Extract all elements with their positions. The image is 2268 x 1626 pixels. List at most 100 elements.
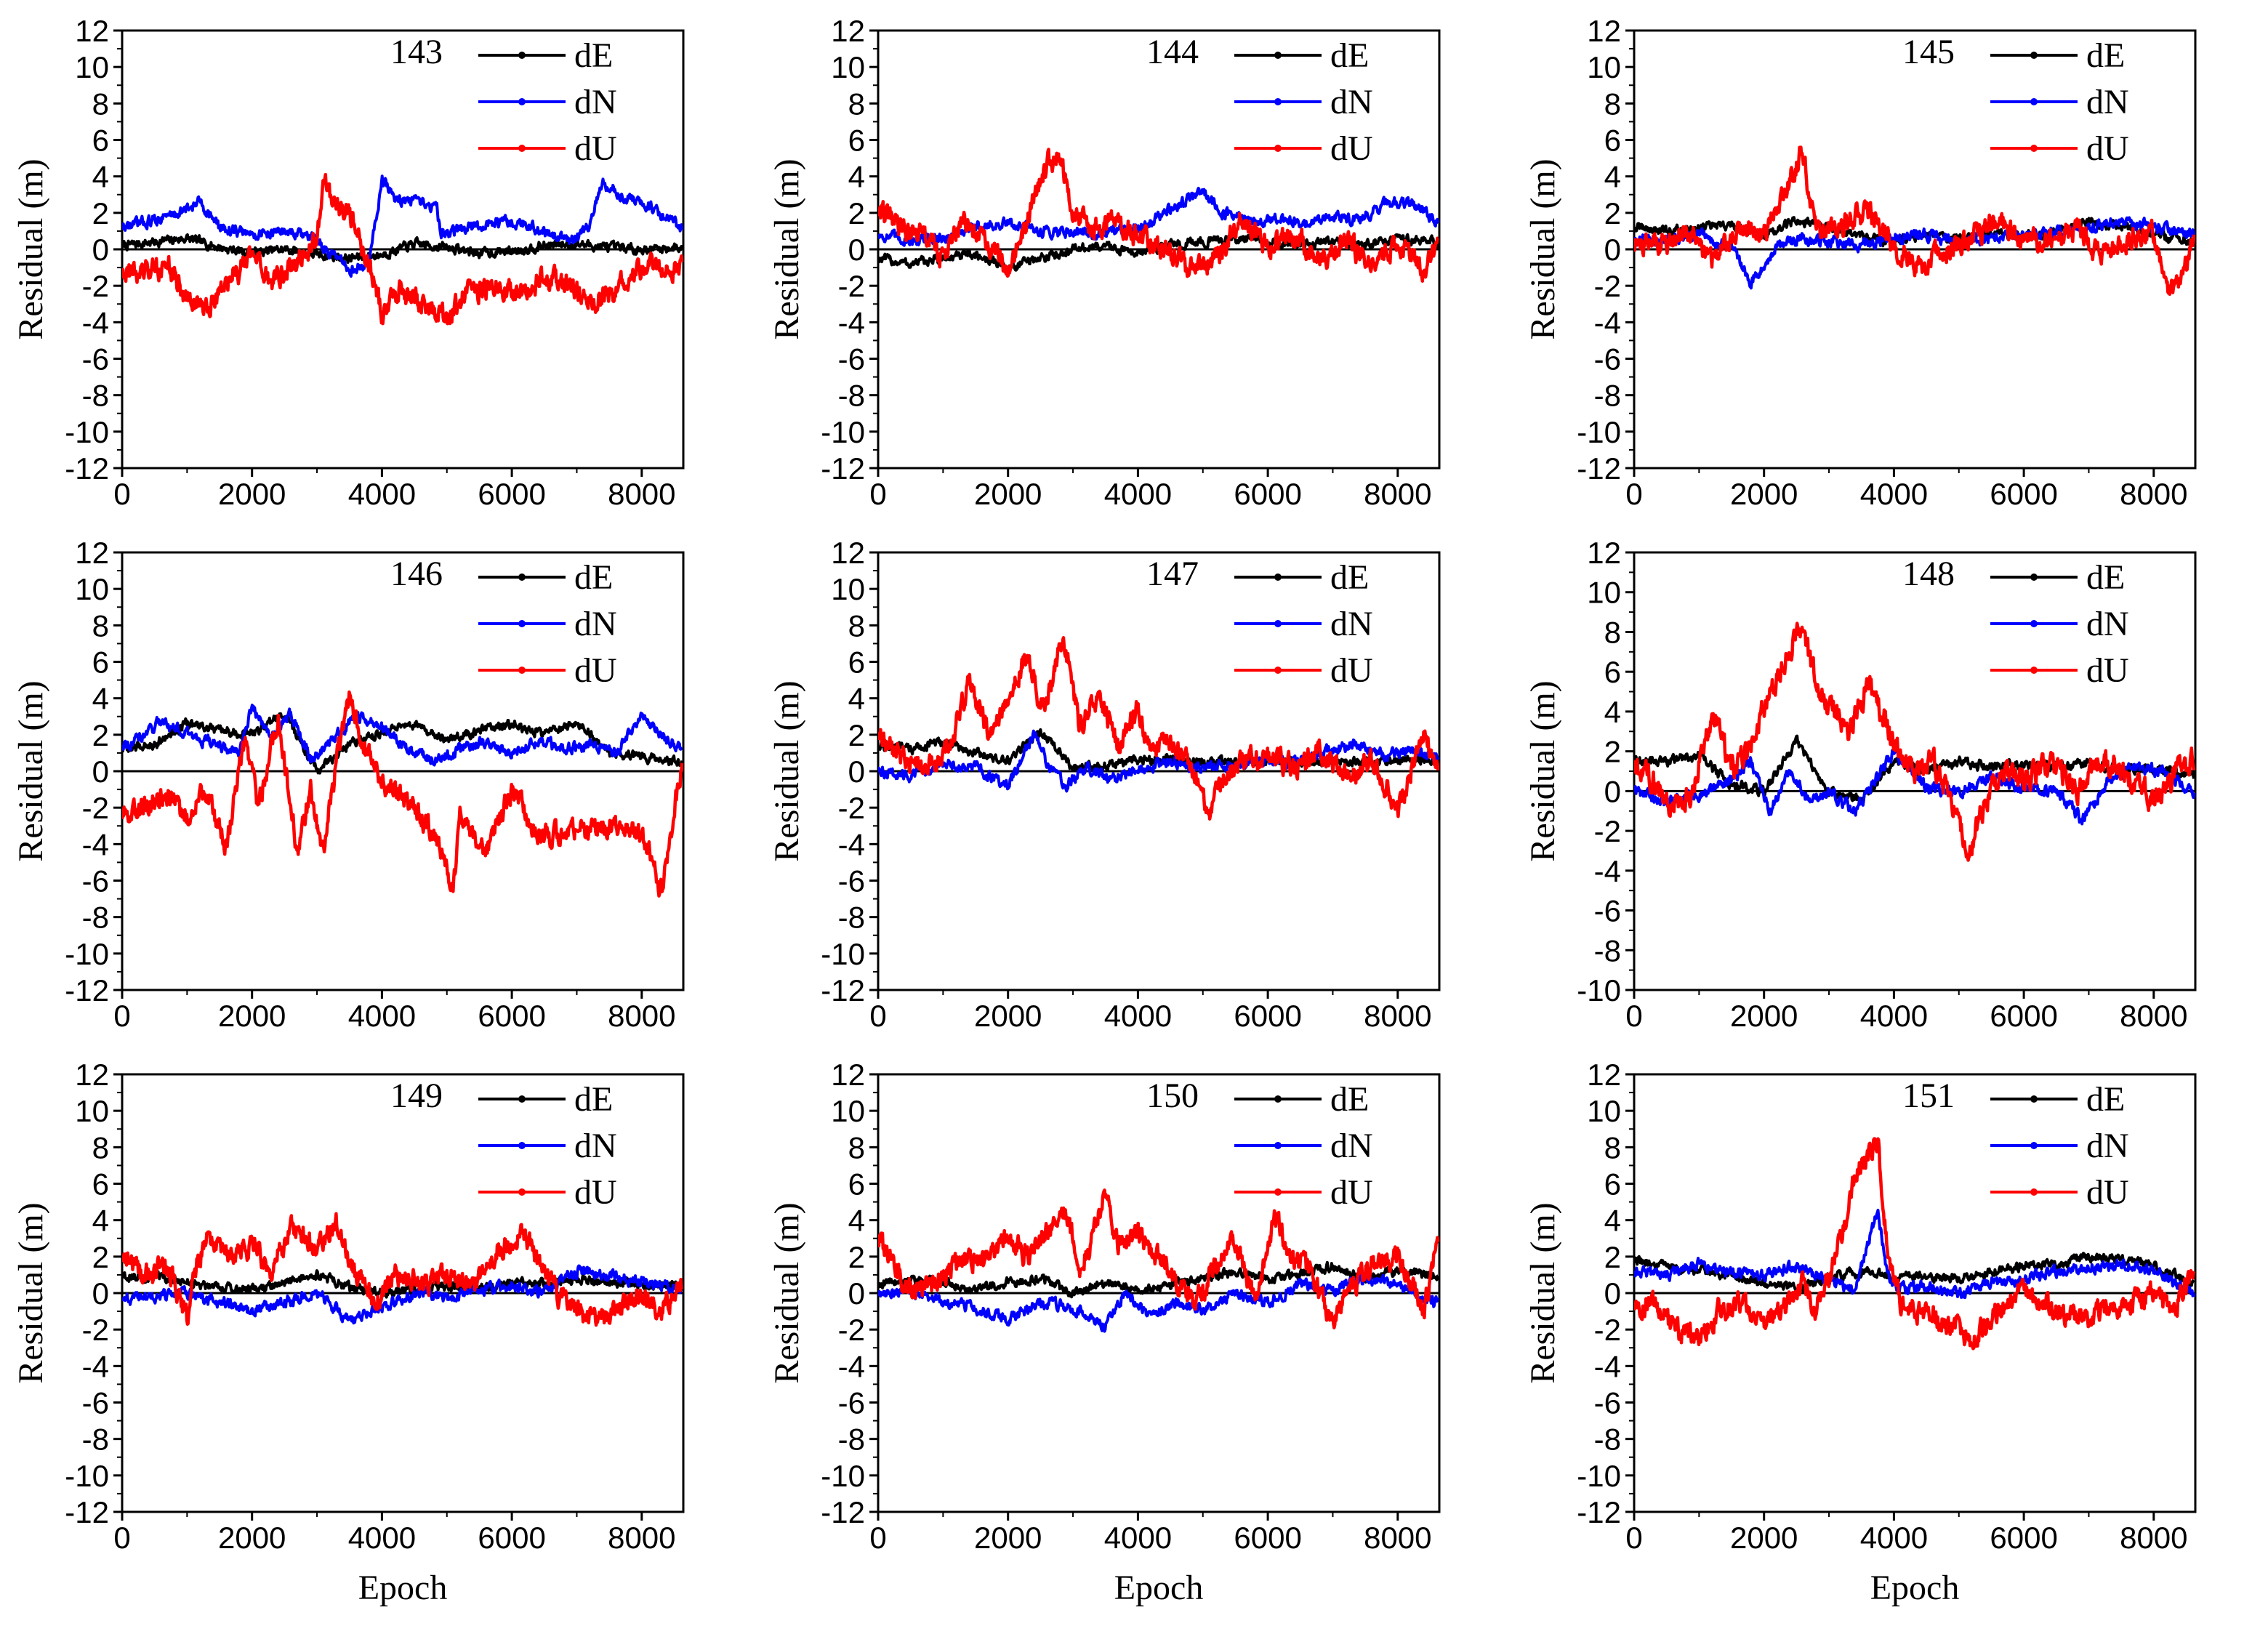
y-tick-label: 4 [1604, 1204, 1621, 1238]
legend-marker-dE [2030, 52, 2038, 59]
series-line-dE [122, 1269, 683, 1299]
legend-marker-dU [2030, 667, 2038, 674]
legend-label-dU: dU [2086, 651, 2129, 690]
x-tick-label: 4000 [348, 477, 416, 511]
x-tick-label: 4000 [1104, 1521, 1172, 1555]
legend-marker-dE [1274, 52, 1282, 59]
y-tick-label: -8 [82, 379, 109, 413]
y-tick-label: 12 [831, 536, 865, 570]
legend-marker-dN [518, 98, 526, 105]
legend-marker-dU [518, 667, 526, 674]
y-tick-label: -4 [82, 1349, 109, 1383]
legend-marker-dN [1274, 98, 1282, 105]
y-tick-label: -6 [82, 342, 109, 377]
x-tick-label: 8000 [2120, 477, 2187, 511]
x-tick-label: 2000 [974, 1521, 1042, 1555]
y-axis-label: Residual (m) [768, 1202, 806, 1383]
x-tick-label: 2000 [1730, 999, 1798, 1033]
y-tick-label: -8 [1594, 933, 1621, 967]
y-axis-label: Residual (m) [768, 158, 806, 339]
x-tick-label: 4000 [1860, 477, 1928, 511]
y-tick-label: 8 [92, 608, 109, 643]
y-tick-label: -10 [821, 1459, 865, 1493]
y-tick-label: -2 [838, 1313, 865, 1347]
y-tick-label: -10 [821, 415, 865, 449]
y-tick-label: 12 [75, 14, 109, 48]
y-tick-label: 10 [75, 572, 109, 606]
y-tick-label: -4 [838, 827, 865, 861]
y-axis-label: Residual (m) [12, 680, 50, 861]
x-tick-label: 4000 [1860, 1521, 1928, 1555]
legend-marker-dU [1274, 145, 1282, 152]
x-tick-label: 6000 [478, 999, 545, 1033]
x-tick-label: 8000 [2120, 1521, 2187, 1555]
x-axis-label: Epoch [1114, 1569, 1204, 1607]
y-tick-label: 6 [848, 124, 865, 158]
y-tick-label: 4 [1604, 695, 1621, 729]
y-tick-label: -8 [838, 379, 865, 413]
y-tick-label: 6 [848, 645, 865, 680]
y-tick-label: -4 [838, 1349, 865, 1383]
y-tick-label: 0 [1604, 233, 1621, 267]
panel-title: 146 [390, 555, 443, 593]
x-tick-label: 4000 [1104, 999, 1172, 1033]
y-tick-label: -8 [1594, 379, 1621, 413]
series-line-dN [878, 729, 1439, 793]
legend-label-dE: dE [2086, 558, 2125, 597]
y-tick-label: -4 [1594, 1349, 1621, 1383]
y-tick-label: -2 [1594, 1313, 1621, 1347]
y-tick-label: 2 [92, 1240, 109, 1274]
y-tick-label: 12 [1587, 1058, 1621, 1092]
y-tick-label: -8 [82, 1422, 109, 1457]
y-tick-label: -12 [65, 973, 109, 1007]
legend-label-dN: dN [2086, 83, 2129, 121]
x-tick-label: 0 [113, 1521, 130, 1555]
series-line-dU [878, 1188, 1439, 1329]
x-tick-label: 2000 [974, 477, 1042, 511]
series-line-dN [878, 1273, 1439, 1333]
x-tick-label: 2000 [1730, 1521, 1798, 1555]
y-tick-label: -6 [838, 864, 865, 898]
panel-title: 147 [1146, 555, 1199, 593]
y-axis-label: Residual (m) [12, 1202, 50, 1383]
y-tick-label: 10 [1587, 1094, 1621, 1128]
x-tick-label: 0 [1625, 477, 1642, 511]
y-tick-label: -8 [838, 1422, 865, 1457]
y-tick-label: 10 [75, 1094, 109, 1128]
legend-marker-dN [2030, 1142, 2038, 1149]
panel-title: 150 [1146, 1076, 1199, 1115]
y-tick-label: 0 [848, 233, 865, 267]
legend-label-dN: dN [2086, 1127, 2129, 1165]
x-tick-label: 8000 [608, 1521, 675, 1555]
y-tick-label: 8 [848, 1130, 865, 1164]
legend-label-dU: dU [574, 651, 617, 690]
y-tick-label: -2 [1594, 269, 1621, 303]
y-tick-label: -2 [1594, 814, 1621, 848]
x-tick-label: 0 [1625, 999, 1642, 1033]
y-axis-label: Residual (m) [12, 158, 50, 339]
legend-label-dU: dU [1330, 129, 1373, 168]
legend-label-dU: dU [1330, 651, 1373, 690]
y-tick-label: -2 [838, 791, 865, 825]
x-tick-label: 4000 [1104, 477, 1172, 511]
legend-marker-dN [2030, 620, 2038, 627]
y-tick-label: 8 [848, 86, 865, 121]
legend-marker-dU [2030, 145, 2038, 152]
y-tick-label: 0 [848, 754, 865, 789]
legend-label-dN: dN [1330, 83, 1373, 121]
y-tick-label: 2 [848, 196, 865, 230]
legend-label-dN: dN [1330, 1127, 1373, 1165]
y-tick-label: 8 [1604, 86, 1621, 121]
x-tick-label: 6000 [1234, 1521, 1301, 1555]
y-tick-label: 12 [1587, 14, 1621, 48]
series-line-dN [1634, 1208, 2195, 1300]
legend-marker-dE [518, 52, 526, 59]
y-tick-label: 2 [92, 718, 109, 752]
series-line-dU [1634, 1137, 2195, 1351]
x-tick-label: 0 [869, 477, 886, 511]
